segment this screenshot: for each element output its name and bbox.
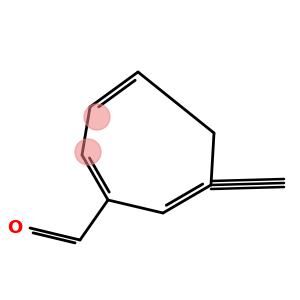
Circle shape [84,104,110,130]
Circle shape [75,139,101,165]
Text: O: O [7,219,22,237]
